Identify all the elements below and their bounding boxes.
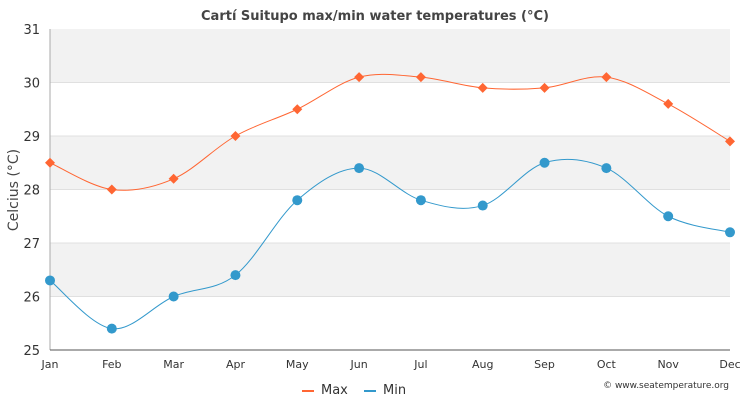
x-tick-label: Aug [472,358,493,371]
y-tick-label: 26 [23,291,40,306]
data-point-max [106,184,117,195]
data-point-min [477,200,488,211]
x-tick-label: Jan [41,358,59,371]
data-point-max [663,98,674,109]
y-tick-label: 28 [23,184,40,199]
legend: Max Min [302,383,406,398]
data-point-min [539,157,550,168]
data-point-min [663,211,674,222]
x-tick-label: Dec [719,358,740,371]
chart-title: Cartí Suitupo max/min water temperatures… [201,9,549,24]
x-tick-label: Nov [657,358,679,371]
data-point-min [292,195,303,206]
y-tick-label: 29 [23,130,40,145]
data-point-max [539,82,550,93]
data-point-max [230,131,241,141]
data-point-min [354,163,365,174]
x-tick-label: Feb [102,358,121,371]
legend-label-max: Max [321,383,348,398]
x-tick-label: Jul [413,358,427,371]
grid-band [50,29,730,83]
data-point-min [725,227,735,238]
x-tick-label: Oct [597,358,617,371]
data-point-max [45,157,55,168]
data-point-min [230,270,241,281]
series-line-max [49,73,731,191]
grid-band [50,136,730,190]
data-point-min [45,275,55,286]
data-point-min [168,291,179,302]
data-point-max [354,72,365,83]
data-point-min [601,163,612,174]
y-tick-label: 30 [23,77,40,92]
legend-label-min: Min [383,383,406,398]
y-tick-label: 31 [23,23,40,38]
data-point-min [106,323,117,334]
data-point-max [477,82,488,93]
x-tick-label: Apr [226,358,246,371]
x-tick-label: Mar [163,358,184,371]
data-point-min [415,195,426,206]
data-point-max [725,136,735,147]
watermark: © www.seatemperature.org [603,381,729,391]
y-axis-label: Celcius (°C) [6,149,22,231]
y-tick-label: 27 [23,237,40,252]
data-point-max [168,173,179,184]
grid-band [50,243,730,297]
data-point-max [292,104,303,115]
x-tick-label: Sep [534,358,555,371]
x-tick-label: May [286,358,309,371]
x-tick-label: Jun [349,358,367,371]
data-point-max [415,72,426,83]
data-point-max [601,72,612,83]
y-tick-label: 25 [23,344,40,359]
